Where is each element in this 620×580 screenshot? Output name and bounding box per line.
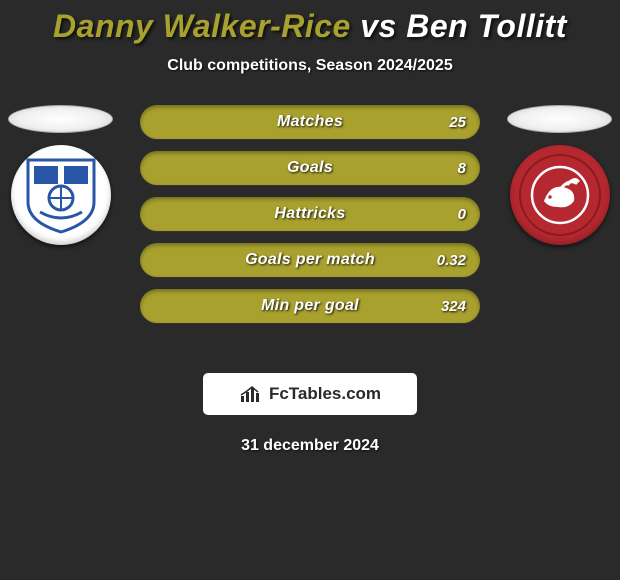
footer-date: 31 december 2024 (0, 437, 620, 455)
bar-chart-icon (239, 384, 263, 404)
stat-row: Matches 25 (140, 105, 480, 139)
attribution-box: FcTables.com (203, 373, 417, 415)
player1-oval (8, 105, 113, 133)
club-badge-left (11, 145, 111, 245)
morecambe-badge-icon (518, 153, 602, 237)
stat-value-right: 0 (458, 206, 466, 223)
stat-value-right: 8 (458, 160, 466, 177)
title-vs: vs (360, 8, 397, 44)
stat-label: Min per goal (261, 297, 359, 315)
stat-rows: Matches 25 Goals 8 Hattricks 0 Goals per match… (140, 105, 480, 335)
title-player1: Danny Walker-Rice (53, 8, 351, 44)
stat-row: Min per goal 324 (140, 289, 480, 323)
stat-value-right: 324 (441, 298, 466, 315)
player2-oval (507, 105, 612, 133)
attribution-text: FcTables.com (269, 384, 381, 404)
tranmere-badge-icon (20, 154, 102, 236)
subtitle: Club competitions, Season 2024/2025 (0, 57, 620, 75)
stat-value-right: 0.32 (437, 252, 466, 269)
page-title: Danny Walker-Rice vs Ben Tollitt (0, 8, 620, 45)
stat-label: Goals per match (245, 251, 375, 269)
stat-row: Goals per match 0.32 (140, 243, 480, 277)
stat-row: Goals 8 (140, 151, 480, 185)
title-player2: Ben Tollitt (406, 8, 567, 44)
stat-row: Hattricks 0 (140, 197, 480, 231)
club-right-column (507, 105, 612, 245)
stat-label: Hattricks (274, 205, 345, 223)
club-left-column (8, 105, 113, 245)
comparison-infographic: Danny Walker-Rice vs Ben Tollitt Club co… (0, 0, 620, 455)
stat-value-right: 25 (449, 114, 466, 131)
stat-label: Goals (287, 159, 333, 177)
club-badge-right (510, 145, 610, 245)
main-area: Matches 25 Goals 8 Hattricks 0 Goals per match… (0, 105, 620, 365)
stat-label: Matches (277, 113, 343, 131)
